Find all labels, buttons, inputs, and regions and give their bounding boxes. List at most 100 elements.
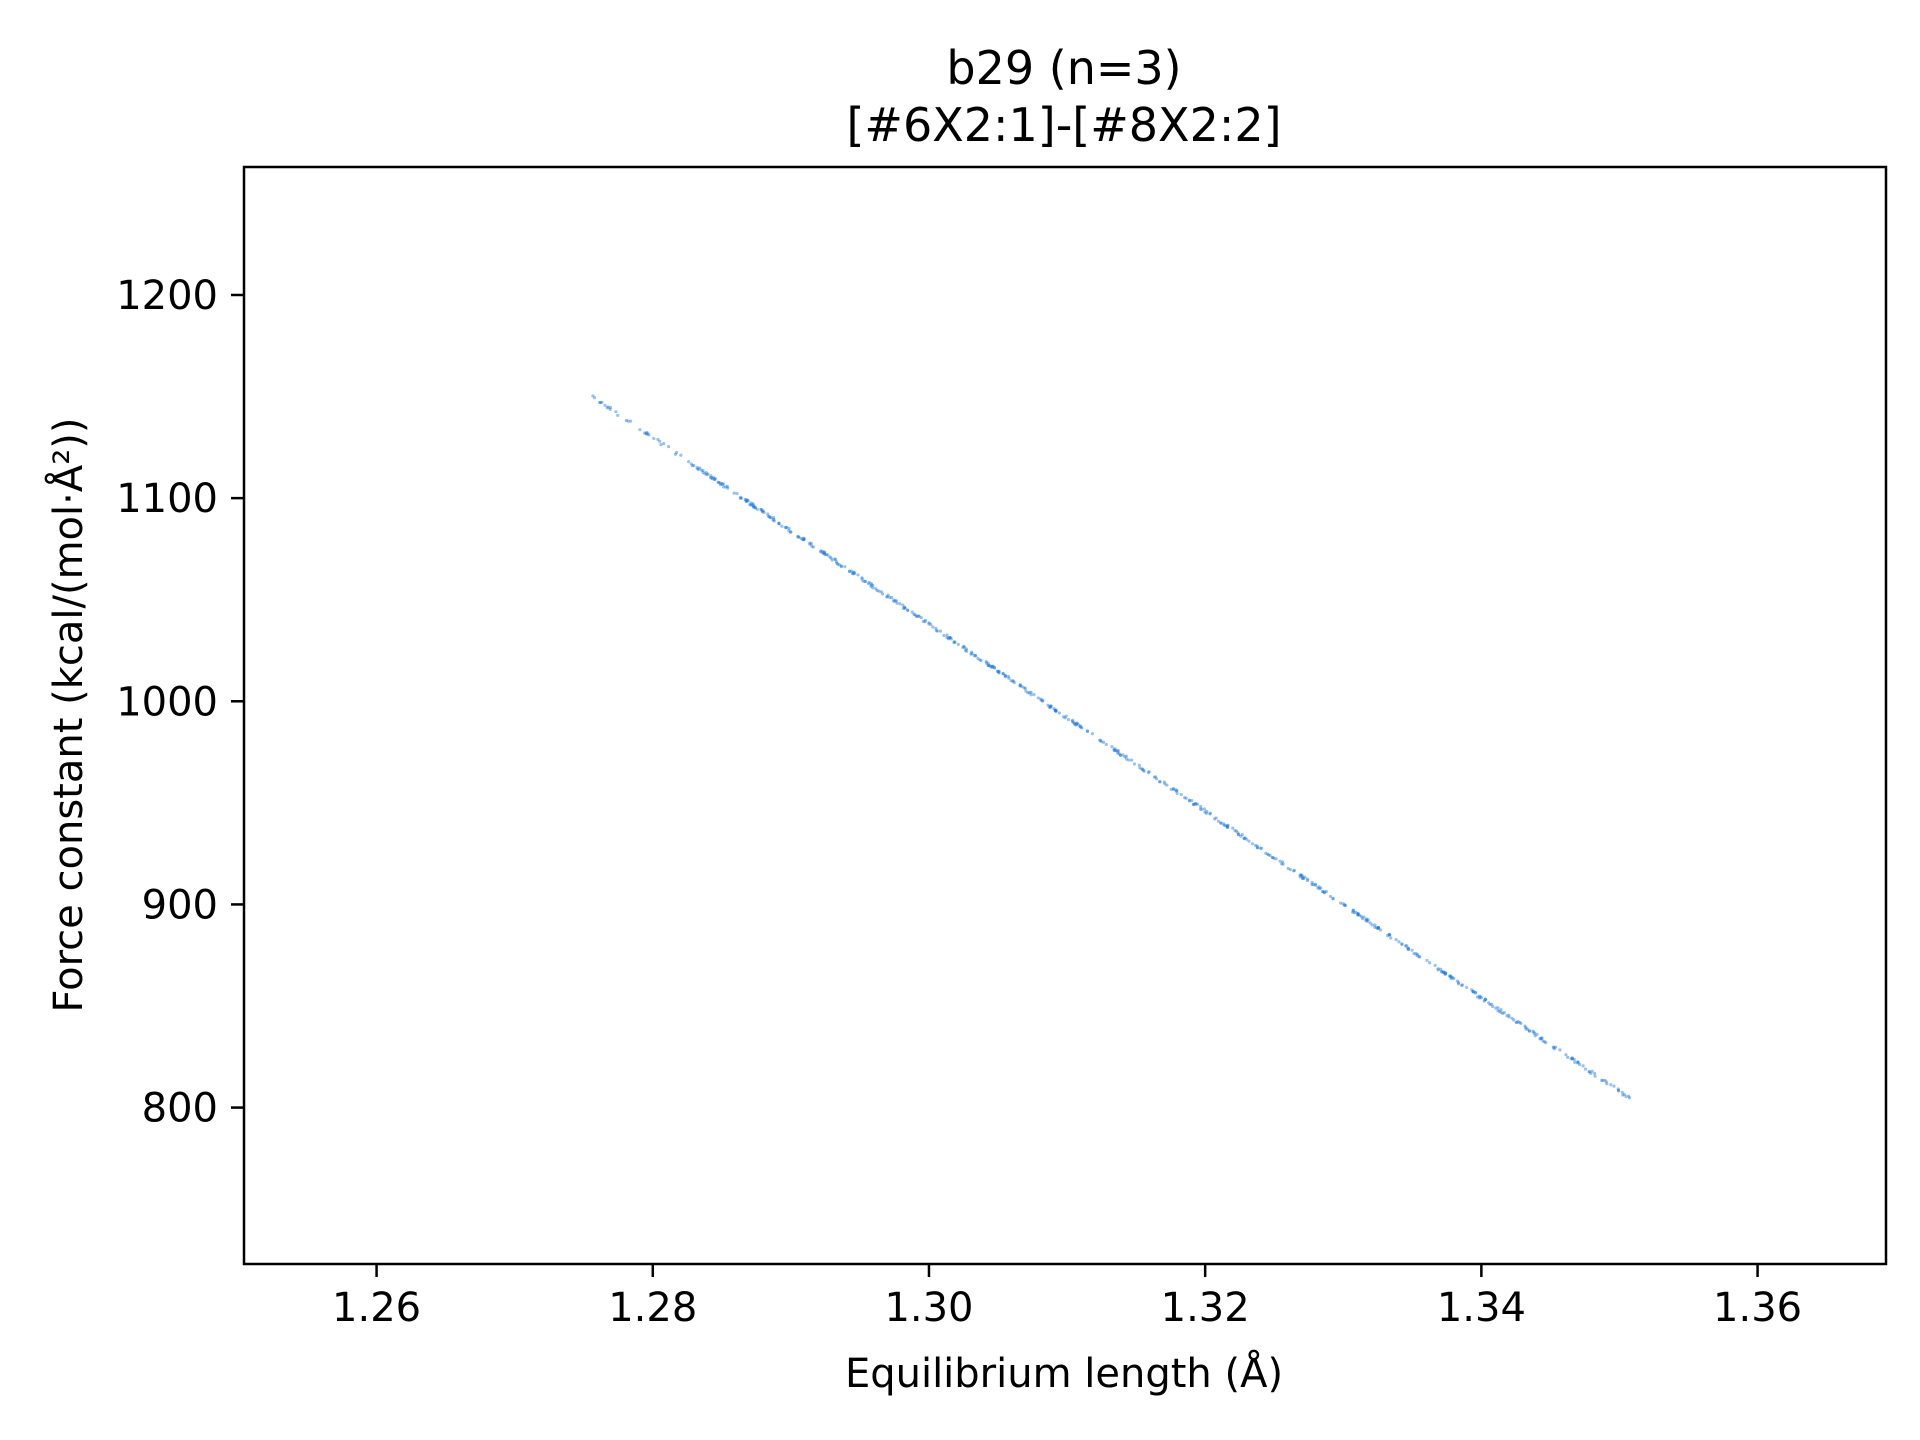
- data-point: [912, 612, 916, 616]
- data-point: [1375, 926, 1379, 930]
- data-point: [987, 664, 991, 668]
- data-point: [1473, 991, 1478, 995]
- data-point: [835, 561, 839, 565]
- data-point: [837, 563, 841, 567]
- data-point: [1155, 777, 1159, 781]
- data-point: [1515, 1020, 1519, 1024]
- data-point: [1319, 886, 1323, 890]
- data-point: [1250, 842, 1255, 846]
- data-point: [852, 571, 856, 575]
- data-point: [759, 507, 763, 512]
- data-point: [1049, 704, 1053, 708]
- data-point: [718, 481, 722, 485]
- data-point: [802, 537, 806, 542]
- data-point: [1592, 1071, 1597, 1076]
- data-point: [866, 582, 871, 586]
- data-point: [1054, 708, 1058, 712]
- data-point: [1483, 998, 1487, 1002]
- data-point: [1354, 910, 1358, 914]
- data-point: [1121, 753, 1125, 757]
- data-point: [1239, 834, 1243, 838]
- data-point: [674, 451, 679, 455]
- data-point: [961, 645, 965, 650]
- data-point: [598, 400, 602, 405]
- data-point: [1386, 934, 1390, 938]
- data-point: [1191, 802, 1196, 807]
- data-point: [1054, 709, 1058, 713]
- data-point: [1478, 995, 1482, 999]
- data-point: [1341, 902, 1345, 906]
- data-point: [722, 485, 726, 489]
- data-point: [1268, 853, 1272, 858]
- data-point: [1198, 807, 1203, 811]
- data-point: [963, 648, 968, 652]
- data-point: [726, 486, 730, 490]
- data-point: [1216, 819, 1221, 823]
- y-tick-label: 1200: [116, 273, 218, 319]
- data-point: [1020, 685, 1024, 689]
- data-point: [1570, 1057, 1575, 1061]
- data-point: [1622, 1092, 1626, 1096]
- data-point: [1225, 825, 1229, 829]
- data-point: [666, 445, 671, 449]
- data-point: [952, 640, 956, 644]
- data-point: [1604, 1080, 1608, 1084]
- y-axis-label: Force constant (kcal/(mol·Å²)): [44, 418, 92, 1013]
- y-tick-label: 1100: [116, 476, 218, 522]
- data-point: [1212, 817, 1217, 821]
- data-point: [761, 509, 765, 513]
- data-point: [956, 642, 960, 646]
- data-point: [1140, 767, 1144, 771]
- data-point: [820, 549, 824, 553]
- data-point: [1533, 1034, 1537, 1038]
- data-point: [1406, 946, 1410, 950]
- data-point: [1183, 796, 1187, 800]
- data-point: [644, 432, 649, 436]
- data-point: [856, 573, 860, 577]
- data-point: [1359, 915, 1364, 919]
- data-point: [1200, 807, 1204, 811]
- data-point: [948, 636, 953, 640]
- data-point: [704, 471, 708, 475]
- data-point: [760, 510, 765, 514]
- data-point: [877, 589, 881, 593]
- data-point: [1581, 1064, 1585, 1068]
- data-point: [1507, 1013, 1511, 1017]
- data-point: [1320, 890, 1325, 894]
- data-point: [1192, 802, 1196, 807]
- data-point: [1071, 718, 1075, 722]
- data-point: [1471, 990, 1475, 994]
- data-point: [869, 583, 873, 587]
- data-point: [720, 482, 724, 486]
- data-point: [1418, 955, 1422, 959]
- data-point: [738, 496, 742, 500]
- data-point: [1564, 1053, 1568, 1057]
- data-point: [992, 666, 997, 670]
- data-point: [638, 428, 642, 432]
- data-point: [1578, 1062, 1582, 1067]
- data-point: [1621, 1093, 1625, 1097]
- data-point: [652, 436, 656, 441]
- data-point: [1281, 862, 1285, 866]
- data-point: [1039, 697, 1043, 701]
- data-point: [1321, 890, 1326, 894]
- data-point: [1449, 974, 1453, 978]
- data-point: [1368, 921, 1372, 925]
- data-point: [1303, 875, 1307, 879]
- data-point: [949, 637, 953, 641]
- data-point: [1194, 802, 1198, 806]
- data-point: [1079, 725, 1083, 729]
- data-point: [1158, 780, 1162, 784]
- data-point: [750, 503, 754, 507]
- data-point: [1442, 970, 1446, 974]
- data-point: [984, 659, 988, 664]
- data-point: [1258, 846, 1263, 850]
- data-point: [1603, 1078, 1607, 1082]
- data-point: [701, 469, 705, 473]
- data-point: [906, 608, 910, 613]
- data-point: [1473, 990, 1478, 994]
- data-point: [751, 505, 756, 509]
- data-point: [1306, 877, 1310, 881]
- data-point: [1524, 1027, 1528, 1031]
- data-point: [777, 521, 781, 526]
